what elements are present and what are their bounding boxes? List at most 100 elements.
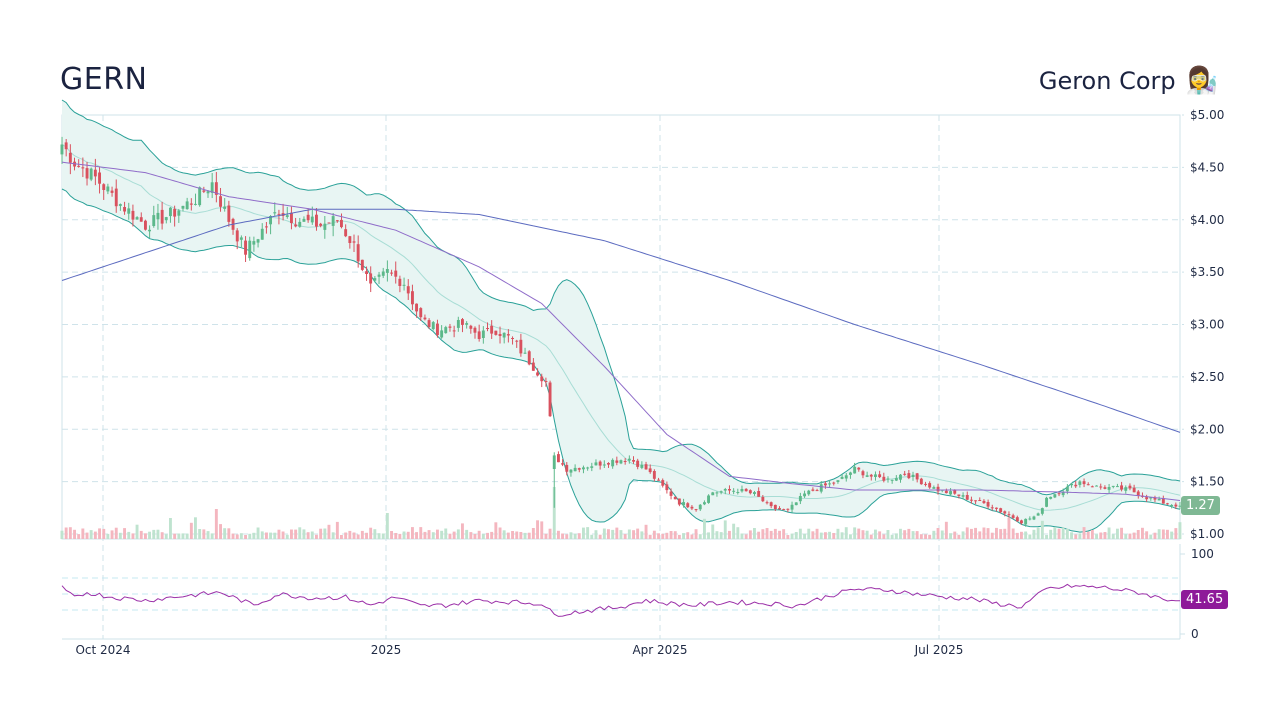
volume-bar xyxy=(548,528,552,539)
volume-bar xyxy=(1032,529,1036,539)
volume-bar xyxy=(757,531,761,539)
volume-bar xyxy=(127,531,131,539)
candle-body xyxy=(194,203,197,205)
candle-body xyxy=(523,352,527,354)
volume-bar xyxy=(1082,527,1086,539)
candle-body xyxy=(703,502,706,505)
candle-body xyxy=(832,482,836,484)
volume-bar xyxy=(189,522,193,539)
time-axis-label: Apr 2025 xyxy=(632,643,687,657)
candle-body xyxy=(698,504,702,510)
candle-body xyxy=(1161,498,1165,504)
candle-body xyxy=(565,464,569,472)
moving-averages xyxy=(61,161,1181,501)
candle-body xyxy=(502,332,506,338)
candle-body xyxy=(461,319,464,325)
volume-bar xyxy=(198,529,202,539)
volume-bar xyxy=(110,530,114,539)
volume-bar xyxy=(932,530,936,539)
volume-bar xyxy=(540,521,544,539)
volume-bar xyxy=(98,528,101,539)
candle-body xyxy=(677,498,681,505)
candle-body xyxy=(127,208,131,214)
volume-bar xyxy=(828,531,831,539)
volume-bar xyxy=(77,534,81,539)
candle-body xyxy=(223,206,227,209)
volume-bar xyxy=(73,529,76,539)
candle-body xyxy=(298,221,302,227)
volume-bar xyxy=(515,531,519,539)
candle-body xyxy=(753,492,756,494)
volume-bar xyxy=(494,522,498,539)
volume-bar xyxy=(665,532,669,539)
volume-bar xyxy=(907,528,911,539)
candle-body xyxy=(548,382,552,417)
volume-bar xyxy=(673,531,677,539)
volume-bar xyxy=(894,533,898,539)
candle-body xyxy=(369,273,373,284)
volume-bar xyxy=(949,533,952,539)
candle-body xyxy=(665,484,669,491)
candle-body xyxy=(1007,514,1011,516)
price-axis-label: $2.00 xyxy=(1190,422,1224,436)
volume-bar xyxy=(924,534,927,539)
candle-body xyxy=(1032,516,1036,520)
volume-bar xyxy=(64,527,68,539)
volume-bar xyxy=(803,533,806,539)
volume-bar xyxy=(815,528,819,539)
candle-body xyxy=(1049,496,1053,499)
volume-bar xyxy=(356,534,360,539)
volume-bar xyxy=(824,532,827,539)
candle-body xyxy=(1070,483,1073,486)
candle-body xyxy=(619,460,623,464)
volume-bar xyxy=(694,529,698,539)
volume-bar xyxy=(68,527,72,539)
volume-bar xyxy=(139,530,143,539)
candle-body xyxy=(757,491,761,497)
volume-bar xyxy=(761,529,765,539)
candle-body xyxy=(1045,497,1048,507)
volume-bar xyxy=(118,532,122,539)
volume-bar xyxy=(882,534,886,539)
volume-bar xyxy=(536,520,539,539)
candle-body xyxy=(732,490,736,492)
volume-bar xyxy=(1053,527,1057,539)
candle-body xyxy=(561,463,564,465)
volume-bar xyxy=(406,531,410,539)
volume-bar xyxy=(1111,534,1115,539)
candle-body xyxy=(85,168,89,179)
candle-body xyxy=(494,330,498,335)
volume-bar xyxy=(857,528,861,539)
volume-bar xyxy=(765,528,769,539)
volume-bar xyxy=(227,528,231,539)
volume-bar xyxy=(160,532,164,539)
candle-body xyxy=(340,219,343,228)
volume-bar xyxy=(93,531,97,539)
volume-bar xyxy=(1161,529,1165,539)
candle-body xyxy=(93,169,97,177)
volume-bar xyxy=(461,523,464,539)
candle-body xyxy=(857,467,861,470)
candle-body xyxy=(465,323,469,325)
volume-bar xyxy=(778,530,781,539)
volume-bar xyxy=(452,531,456,539)
volume-bar xyxy=(327,524,331,539)
candle-body xyxy=(1061,491,1065,496)
candle-body xyxy=(419,308,423,318)
candle-body xyxy=(1040,508,1044,514)
candle-body xyxy=(265,226,268,228)
candle-body xyxy=(252,241,256,245)
candle-body xyxy=(965,495,969,500)
volume-bar xyxy=(819,532,823,539)
candle-body xyxy=(1065,486,1069,492)
candle-body xyxy=(260,228,264,240)
volume-bar xyxy=(352,532,356,539)
candle-body xyxy=(1086,484,1090,486)
rsi-value-badge: 41.65 xyxy=(1181,590,1229,609)
volume-bar xyxy=(273,532,277,539)
candle-body xyxy=(402,284,406,286)
candle-body xyxy=(769,502,773,507)
candle-body xyxy=(986,502,990,507)
candle-body xyxy=(1024,518,1028,525)
volume-bar xyxy=(277,529,281,539)
